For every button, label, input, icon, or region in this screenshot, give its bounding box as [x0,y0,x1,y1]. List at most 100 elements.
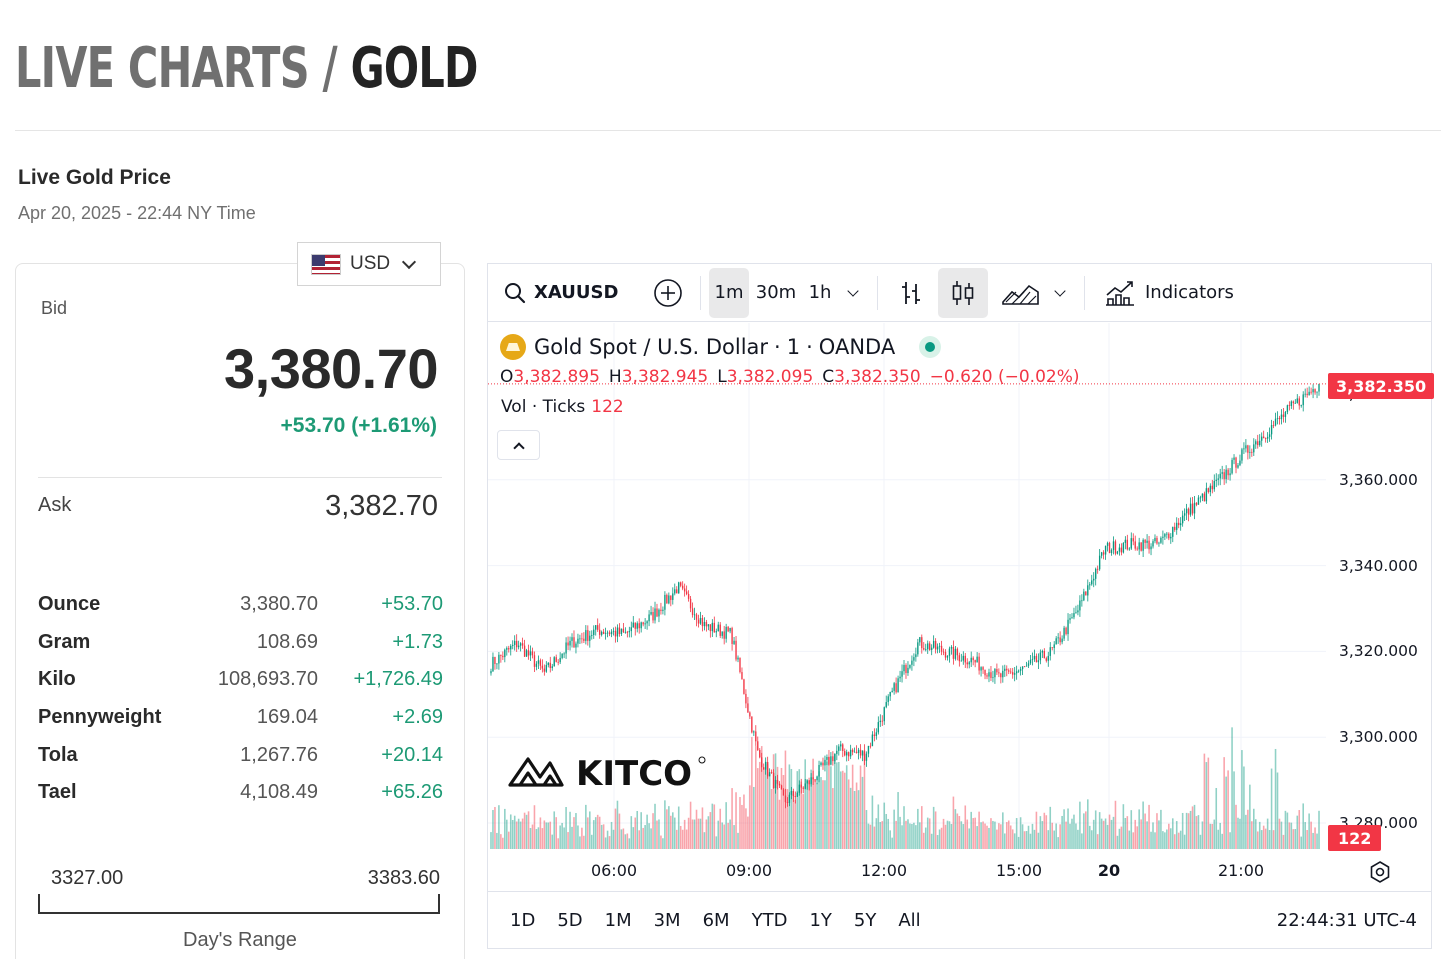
interval-1m[interactable]: 1m [709,267,749,318]
candle-body [1231,459,1233,474]
candle-body [1004,668,1006,671]
candle-body [749,712,751,717]
price-chart[interactable]: KITCO [488,323,1431,849]
volume-bar [553,811,556,849]
candle-body [1152,541,1154,547]
candle-body [697,619,700,624]
volume-bar [1249,784,1251,849]
period-3m[interactable]: 3M [653,910,681,931]
volume-bar [618,813,621,849]
volume-bar [624,834,627,849]
indicators-button[interactable]: Indicators [1097,268,1242,318]
volume-bar [1217,829,1220,849]
chart-style-dropdown[interactable] [1046,268,1074,318]
period-6m[interactable]: 6M [702,910,730,931]
candle-body [786,802,789,803]
volume-bar [1088,825,1091,849]
volume-bar [820,777,822,849]
volume-bar [804,759,806,849]
candle-body [1288,405,1291,407]
candle-body [1215,479,1217,481]
chart-settings-icon[interactable] [1368,860,1392,884]
chart-clock[interactable]: 22:44:31 UTC-4 [1276,910,1417,931]
volume-bar [843,772,846,849]
candle-body [624,631,627,633]
unit-change: +53.70 [381,593,443,616]
volume-bar [1049,806,1052,849]
volume-bar [735,792,737,849]
candle-body [1221,472,1223,474]
candle-body [581,638,583,640]
volume-bar [1126,816,1129,849]
volume-bar [660,835,662,849]
candle-body [832,756,834,762]
day-range-low: 3327.00 [51,867,124,889]
candle-body [1304,393,1306,395]
period-all[interactable]: All [898,910,921,931]
candle-body [1310,391,1312,393]
period-1y[interactable]: 1Y [809,910,832,931]
candle-body [1013,673,1016,675]
interval-dropdown[interactable] [839,268,867,318]
volume-bar [640,812,642,849]
volume-bar [887,818,889,849]
candle-body [1021,666,1024,670]
area-style-button[interactable] [996,268,1046,318]
candle-body [768,772,771,777]
candle-body [616,627,619,637]
candle-body [1286,405,1289,412]
period-1m[interactable]: 1M [604,910,632,931]
volume-bar [1033,829,1036,849]
time-axis[interactable]: 06:00 09:00 12:00 15:00 20 21:00 [488,849,1431,889]
candle-body [1085,591,1087,596]
volume-bar [950,823,953,849]
volume-bar [776,766,779,849]
volume-bar [1227,770,1229,849]
volume-bar [1156,813,1158,849]
volume-bar [1085,811,1087,849]
candle-body [595,625,597,630]
candle-style-button[interactable] [938,267,988,318]
volume-bar [1276,772,1279,849]
symbol-search-button[interactable]: XAUUSD [504,282,634,304]
volume-bar [1272,830,1275,849]
breadcrumb-live-charts[interactable]: LIVE CHARTS / [15,36,338,101]
candle-body [770,772,773,773]
volume-bar [1150,831,1152,849]
candle-body [958,655,961,662]
market-status-icon[interactable] [919,336,942,358]
volume-bar [608,836,611,849]
time-axis-label: 09:00 [725,861,773,880]
period-5y[interactable]: 5Y [853,910,877,931]
candle-body [865,753,868,761]
volume-bar [555,817,557,849]
volume-bar [942,818,945,849]
candle-body [1156,537,1158,544]
candle-body [535,663,538,667]
unit-row: Ounce 3,380.70 +53.70 [38,586,443,624]
interval-1h[interactable]: 1h [808,282,832,303]
volume-bar [628,838,631,849]
candle-body [729,628,731,632]
compare-button[interactable] [644,268,692,318]
volume-bar [934,811,937,849]
volume-bar [1253,808,1255,849]
volume-bar [515,821,518,849]
collapse-legend-button[interactable] [497,430,540,460]
interval-30m[interactable]: 30m [755,282,797,303]
volume-bar [648,823,650,849]
volume-bar [1211,823,1214,849]
volume-bar [812,758,814,849]
volume-bar [764,761,767,849]
period-ytd[interactable]: YTD [751,910,788,931]
candle-body [893,683,895,691]
period-5d[interactable]: 5D [557,910,583,931]
period-1d[interactable]: 1D [510,910,536,931]
candle-body [849,749,852,757]
candle-body [984,669,986,676]
volume-bar [1110,819,1113,849]
bar-style-button[interactable] [888,268,934,318]
currency-select[interactable]: USD [297,242,441,286]
legend-separator: · [806,335,813,359]
candle-body [1199,497,1202,499]
